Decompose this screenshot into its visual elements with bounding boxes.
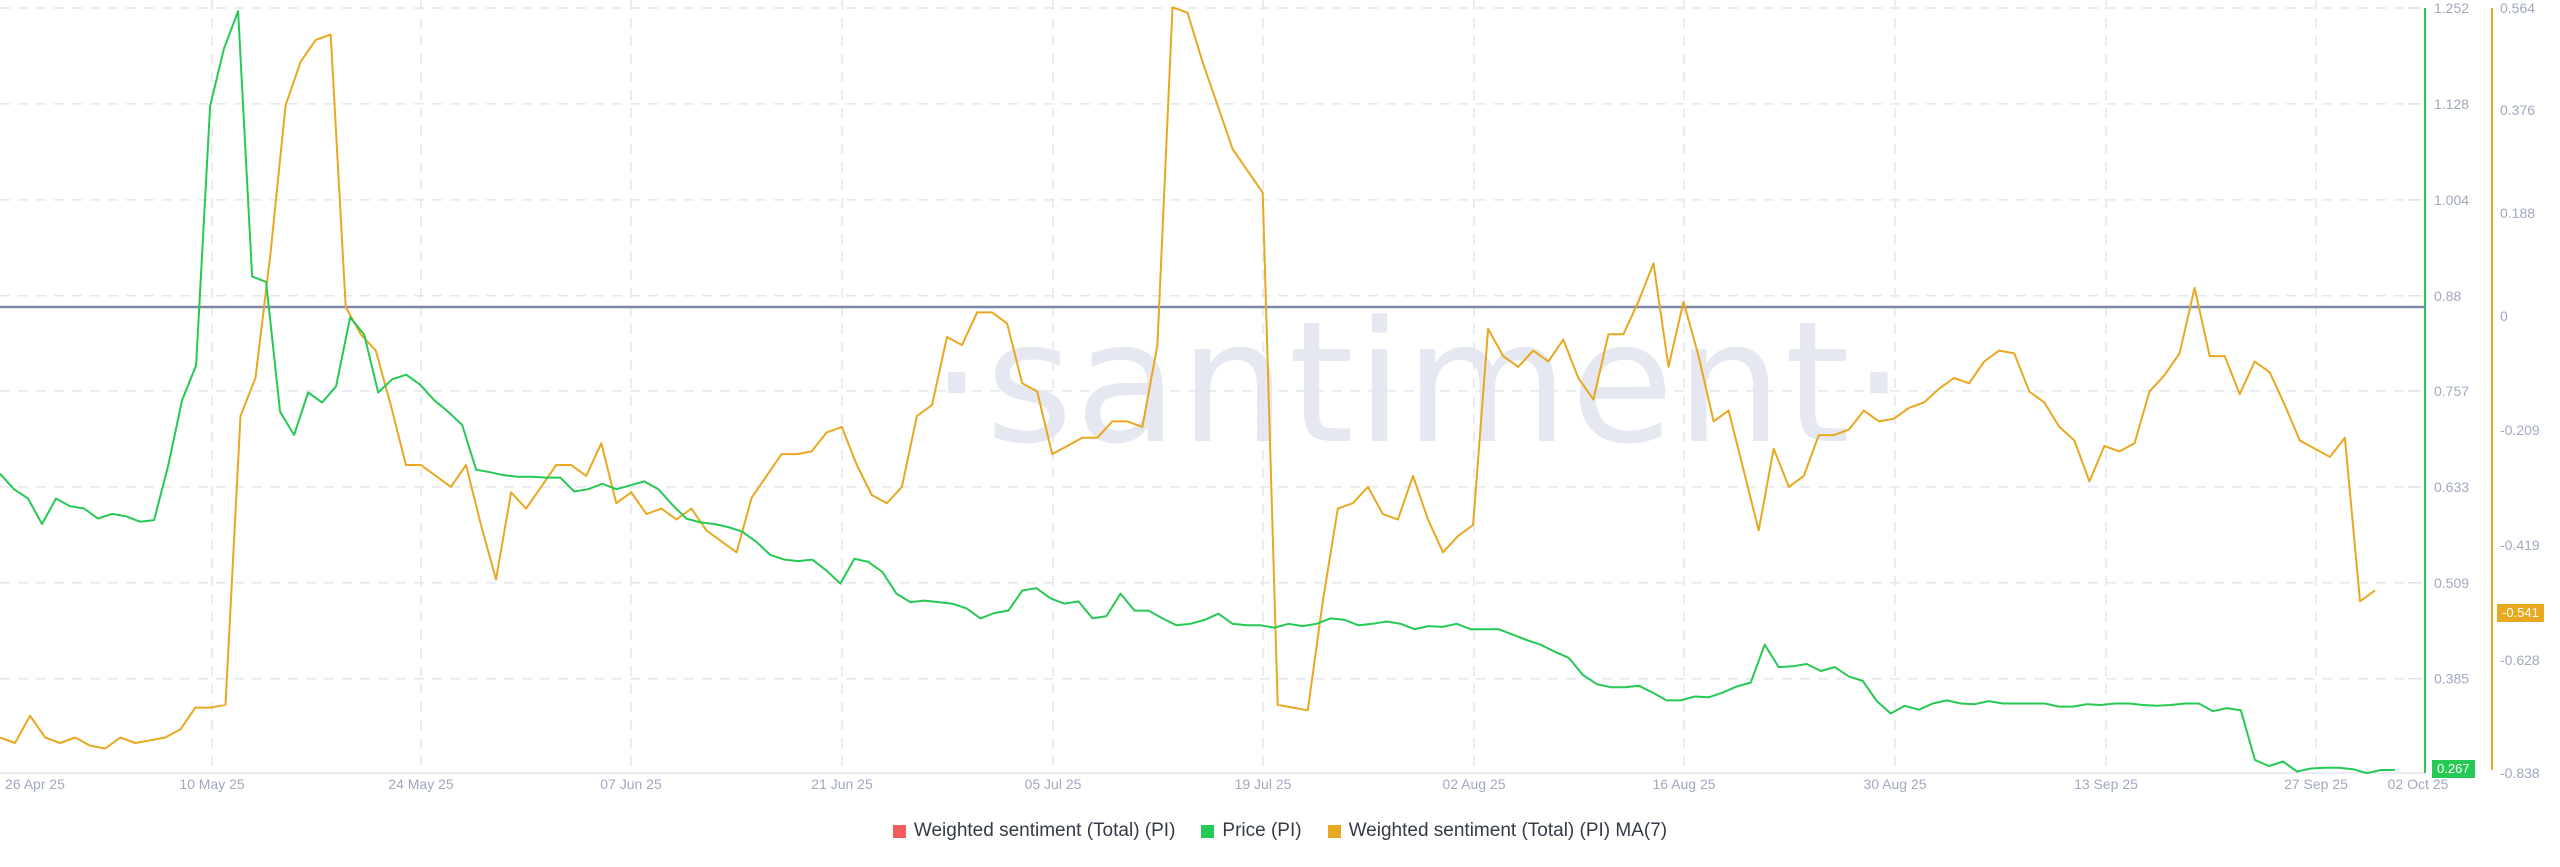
svg-text:0.757: 0.757 [2434,383,2469,399]
svg-text:-0.628: -0.628 [2500,652,2540,668]
svg-text:16 Aug 25: 16 Aug 25 [1652,776,1715,792]
svg-text:13 Sep 25: 13 Sep 25 [2074,776,2138,792]
legend-swatch-orange [1327,824,1341,838]
svg-text:27 Sep 25: 27 Sep 25 [2284,776,2348,792]
price-current-value-badge: 0.267 [2432,760,2475,778]
svg-text:0: 0 [2500,308,2508,324]
svg-text:-0.838: -0.838 [2500,765,2540,781]
svg-text:0.509: 0.509 [2434,575,2469,591]
svg-text:0.376: 0.376 [2500,102,2535,118]
svg-text:19 Jul 25: 19 Jul 25 [1235,776,1292,792]
svg-text:0.633: 0.633 [2434,479,2469,495]
x-axis: 26 Apr 25 10 May 25 24 May 25 07 Jun 25 21 J… [0,772,2449,792]
legend-swatch-green [1201,824,1215,838]
svg-text:30 Aug 25: 30 Aug 25 [1863,776,1926,792]
svg-text:05 Jul 25: 05 Jul 25 [1025,776,1082,792]
svg-text:0.188: 0.188 [2500,205,2535,221]
legend-label: Price (PI) [1222,820,1302,841]
legend-item-weighted-sentiment-ma7[interactable]: Weighted sentiment (Total) (PI) MA(7) [1327,820,1668,842]
line-chart[interactable]: 26 Apr 25 10 May 25 24 May 25 07 Jun 25 21 J… [0,0,2560,810]
legend-label: Weighted sentiment (Total) (PI) [913,820,1176,841]
svg-text:21 Jun 25: 21 Jun 25 [811,776,873,792]
svg-text:1.128: 1.128 [2434,96,2469,112]
legend-swatch-red [892,824,906,838]
svg-text:0.88: 0.88 [2434,288,2461,304]
svg-text:0.385: 0.385 [2434,671,2469,687]
svg-text:-0.419: -0.419 [2500,537,2540,553]
svg-text:02 Aug 25: 02 Aug 25 [1442,776,1505,792]
svg-text:07 Jun 25: 07 Jun 25 [600,776,662,792]
ma7-current-value-badge: -0.541 [2497,604,2544,622]
svg-text:10 May 25: 10 May 25 [179,776,245,792]
svg-text:1.004: 1.004 [2434,192,2469,208]
legend-label: Weighted sentiment (Total) (PI) MA(7) [1348,820,1668,841]
chart-legend: Weighted sentiment (Total) (PI) Price (P… [0,820,2560,842]
y-axis-sentiment: 0.564 0.376 0.188 0 -0.209 -0.419 -0.628 -0.838 [2491,0,2540,781]
svg-text:-0.209: -0.209 [2500,422,2540,438]
y-axis-price: 1.252 1.128 1.004 0.88 0.757 0.633 0.509 0.385 [2408,0,2469,773]
ma7-series-line[interactable] [0,6,2376,750]
svg-text:0.564: 0.564 [2500,0,2535,16]
price-series-line[interactable] [0,10,2395,775]
svg-text:1.252: 1.252 [2434,0,2469,16]
svg-text:24 May 25: 24 May 25 [388,776,454,792]
grid-lines [0,0,2425,773]
svg-text:02 Oct 25: 02 Oct 25 [2388,776,2449,792]
svg-text:26 Apr 25: 26 Apr 25 [5,776,65,792]
legend-item-weighted-sentiment[interactable]: Weighted sentiment (Total) (PI) [892,820,1176,842]
legend-item-price[interactable]: Price (PI) [1201,820,1302,842]
